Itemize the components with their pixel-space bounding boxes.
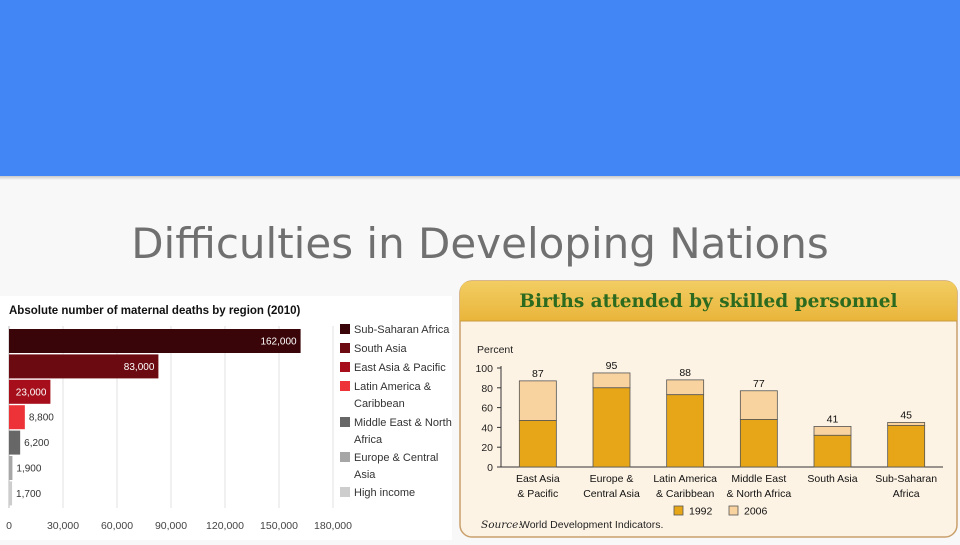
y-tick-label: 60 bbox=[481, 403, 493, 415]
bar-2006 bbox=[813, 426, 852, 436]
x-tick-label: East Asia bbox=[516, 473, 560, 485]
legend-label: South Asia bbox=[354, 343, 407, 355]
data-label: 77 bbox=[753, 378, 765, 390]
x-tick-label: 30,000 bbox=[47, 520, 79, 532]
y-tick-label: 0 bbox=[487, 462, 493, 474]
bar-1992 bbox=[739, 419, 778, 468]
bar-1992 bbox=[518, 420, 557, 468]
bar-sub-saharan-africa bbox=[9, 329, 301, 353]
data-label: 41 bbox=[827, 413, 839, 425]
bar-high-income bbox=[9, 481, 13, 506]
bar-2006 bbox=[518, 380, 557, 421]
bar-east-asia-pacific bbox=[9, 379, 51, 404]
x-tick-label: 120,000 bbox=[206, 520, 244, 532]
x-tick-label: Sub-Saharan bbox=[875, 473, 937, 485]
x-tick-label: & Pacific bbox=[517, 488, 558, 500]
data-label: 8,800 bbox=[29, 413, 54, 424]
legend-swatch-2006 bbox=[728, 505, 739, 516]
x-tick-label: Middle East bbox=[731, 473, 786, 485]
data-label: 6,200 bbox=[24, 438, 49, 449]
legend-label: Caribbean bbox=[354, 398, 405, 410]
bar-1992 bbox=[666, 394, 705, 468]
y-tick-label: 20 bbox=[481, 442, 493, 454]
births-attended-chart: Births attended by skilled personnel Perc… bbox=[459, 280, 958, 538]
source-label: Source: bbox=[481, 519, 522, 531]
legend-label: 2006 bbox=[744, 506, 768, 518]
legend-label: Sub-Saharan Africa bbox=[354, 324, 450, 336]
bar-2006 bbox=[592, 372, 631, 389]
legend-label: 1992 bbox=[689, 506, 713, 518]
x-tick-label: 180,000 bbox=[314, 520, 352, 532]
x-tick-label: & North Africa bbox=[726, 488, 791, 500]
bar-south-asia bbox=[9, 354, 159, 379]
legend-label: Latin America & bbox=[354, 381, 432, 393]
legend-label: East Asia & Pacific bbox=[354, 362, 446, 374]
data-label: 1,900 bbox=[16, 464, 41, 475]
data-label: 83,000 bbox=[124, 362, 155, 373]
legend-swatch bbox=[340, 487, 350, 497]
data-label: 88 bbox=[679, 367, 691, 379]
x-tick-label: Central Asia bbox=[583, 488, 640, 500]
slide-header-bar bbox=[0, 0, 960, 176]
data-label: 1,700 bbox=[16, 489, 41, 500]
data-label: 95 bbox=[606, 360, 618, 372]
legend-label: High income bbox=[354, 487, 415, 499]
legend-swatch bbox=[340, 324, 350, 334]
x-tick-label: South Asia bbox=[807, 473, 857, 485]
maternal-deaths-chart: Absolute number of maternal deaths by re… bbox=[6, 305, 452, 532]
source-text: World Development Indicators. bbox=[520, 519, 663, 531]
legend-swatch bbox=[340, 417, 350, 427]
legend-label: Asia bbox=[354, 469, 376, 481]
legend-swatch bbox=[340, 362, 350, 372]
x-tick-label: 60,000 bbox=[101, 520, 133, 532]
y-tick-label: 100 bbox=[475, 363, 493, 375]
chart-title: Absolute number of maternal deaths by re… bbox=[9, 305, 301, 317]
bar-1992 bbox=[592, 387, 631, 468]
x-tick-label: Africa bbox=[893, 488, 920, 500]
legend-label: Africa bbox=[354, 434, 383, 446]
data-label: 87 bbox=[532, 368, 544, 380]
y-tick-label: 80 bbox=[481, 383, 493, 395]
bar-2006 bbox=[739, 390, 778, 420]
x-tick-label: 0 bbox=[6, 520, 12, 532]
header-shadow bbox=[0, 176, 960, 180]
maternal-deaths-chart-panel: Absolute number of maternal deaths by re… bbox=[0, 296, 452, 540]
bar-latin-america-caribbean bbox=[9, 405, 25, 430]
bar-middle-east-north-africa bbox=[9, 430, 21, 455]
legend-swatch bbox=[340, 452, 350, 462]
slide-title: Difficulties in Developing Nations bbox=[131, 219, 829, 268]
legend-swatch bbox=[340, 343, 350, 353]
births-attended-chart-panel: Births attended by skilled personnel Perc… bbox=[459, 280, 958, 538]
data-label: 23,000 bbox=[16, 387, 47, 398]
chart-header-band bbox=[460, 281, 957, 321]
chart-title: Births attended by skilled personnel bbox=[519, 291, 897, 312]
bar-2006 bbox=[887, 422, 926, 426]
bar-1992 bbox=[887, 425, 926, 468]
legend-swatch bbox=[340, 381, 350, 391]
legend-label: Europe & Central bbox=[354, 452, 438, 464]
legend-label: Middle East & North bbox=[354, 417, 452, 429]
data-label: 45 bbox=[900, 409, 912, 421]
y-tick-label: 40 bbox=[481, 422, 493, 434]
x-tick-label: Europe & bbox=[590, 473, 634, 485]
legend-swatch-1992 bbox=[673, 505, 684, 516]
bar-europe-central-asia bbox=[9, 456, 13, 480]
x-tick-label: Latin America bbox=[653, 473, 717, 485]
x-tick-label: 150,000 bbox=[260, 520, 298, 532]
bar-1992 bbox=[813, 434, 852, 468]
bar-2006 bbox=[666, 379, 705, 396]
data-label: 162,000 bbox=[260, 337, 297, 348]
y-axis-label: Percent bbox=[477, 344, 513, 356]
x-tick-label: & Caribbean bbox=[656, 488, 715, 500]
x-tick-label: 90,000 bbox=[155, 520, 187, 532]
